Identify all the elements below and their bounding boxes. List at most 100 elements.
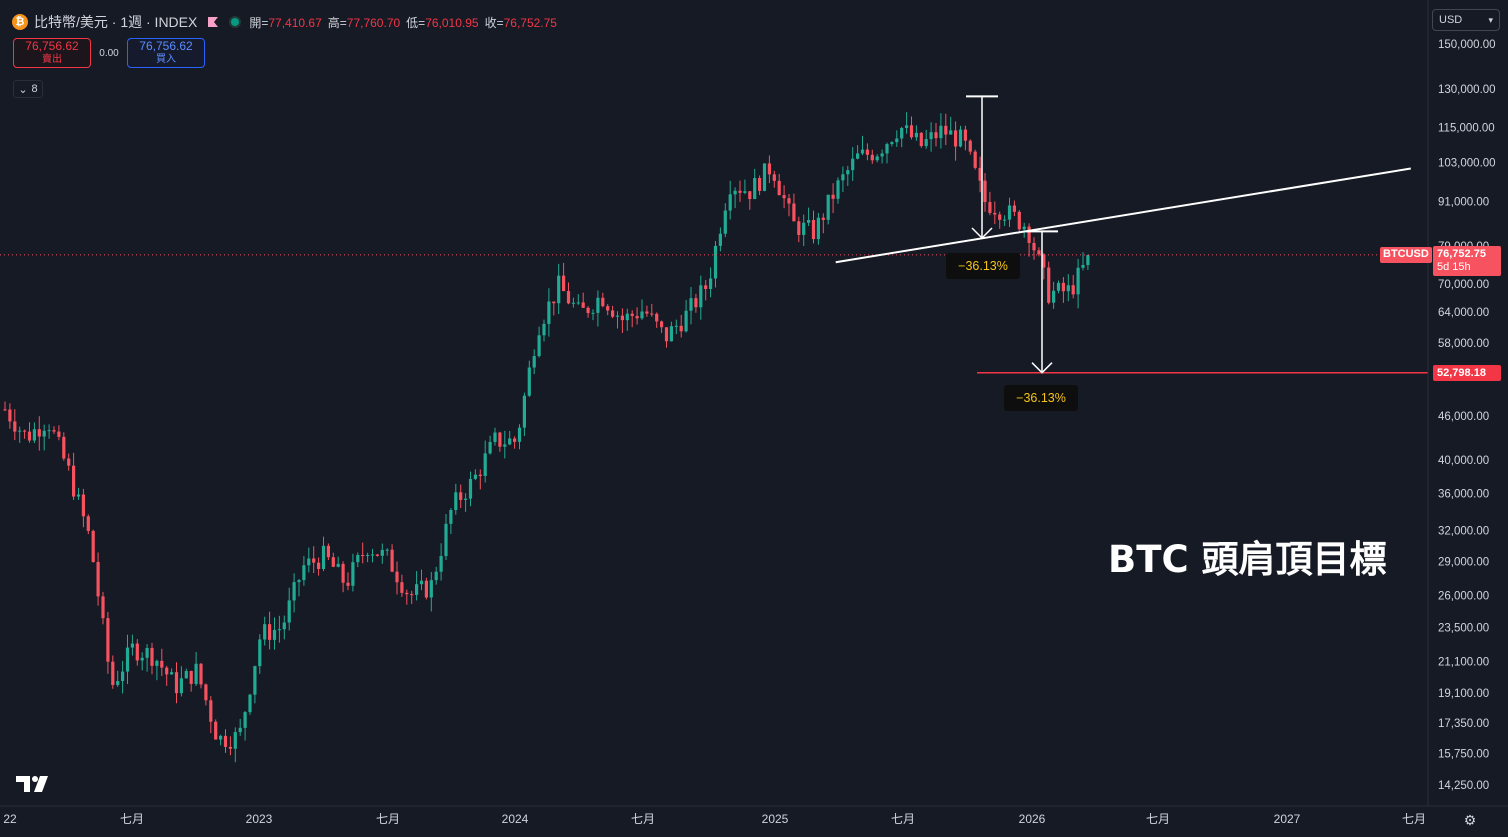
candle-body bbox=[62, 436, 66, 459]
candle-body bbox=[170, 672, 174, 675]
candle-body bbox=[424, 580, 428, 598]
candle-body bbox=[929, 132, 933, 140]
buy-button[interactable]: 76,756.62 買入 bbox=[127, 38, 205, 68]
time-tick-label: 七月 bbox=[120, 812, 144, 826]
candle-body bbox=[282, 622, 286, 630]
price-tick-label: 32,000.00 bbox=[1438, 525, 1489, 537]
candle-body bbox=[302, 565, 306, 581]
measure-label[interactable]: −36.13% bbox=[958, 259, 1008, 273]
candle-body bbox=[140, 657, 144, 661]
candle-body bbox=[508, 438, 512, 445]
candle-body bbox=[1012, 205, 1016, 212]
candle-body bbox=[1086, 255, 1090, 266]
candle-body bbox=[983, 180, 987, 203]
sell-button[interactable]: 76,756.62 賣出 bbox=[13, 38, 91, 68]
currency-label: USD bbox=[1439, 14, 1463, 26]
measure-drop-1[interactable]: −36.13% bbox=[946, 95, 1020, 279]
candle-body bbox=[390, 549, 394, 572]
price-tick-label: 36,000.00 bbox=[1438, 488, 1489, 500]
candle-body bbox=[748, 191, 752, 200]
candle-body bbox=[130, 643, 134, 648]
chart-settings-button[interactable]: ⚙ bbox=[1459, 809, 1481, 831]
symbol-title[interactable]: 比特幣/美元 · 1週 · INDEX bbox=[34, 14, 198, 30]
market-status-icon[interactable] bbox=[229, 16, 242, 28]
candle-body bbox=[787, 198, 791, 204]
candle-body bbox=[57, 431, 61, 437]
candle-body bbox=[361, 555, 365, 557]
bitcoin-icon[interactable]: ₿ bbox=[12, 14, 28, 30]
candle-body bbox=[1027, 226, 1031, 243]
candle-body bbox=[18, 430, 22, 432]
candle-body bbox=[615, 315, 620, 317]
price-tick-label: 130,000.00 bbox=[1438, 84, 1496, 96]
candle-body bbox=[336, 563, 340, 567]
spread-value: 0.00 bbox=[99, 47, 119, 59]
currency-select[interactable]: USD ▾ bbox=[1432, 9, 1500, 31]
candle-body bbox=[459, 492, 463, 500]
candle-body bbox=[23, 430, 27, 432]
tradingview-logo-icon[interactable] bbox=[16, 776, 50, 792]
candle-body bbox=[611, 310, 615, 317]
candle-body bbox=[258, 639, 262, 667]
measure-label-box bbox=[1004, 385, 1078, 411]
candle-body bbox=[243, 712, 247, 728]
candles-layer bbox=[3, 112, 1090, 763]
price-tick-label: 26,000.00 bbox=[1438, 591, 1489, 603]
candle-body bbox=[635, 315, 639, 319]
candle-body bbox=[488, 441, 492, 454]
candle-body bbox=[713, 245, 718, 279]
time-tick-label: 2025 bbox=[762, 812, 789, 826]
indicators-toggle-button[interactable]: ⌄ 8 bbox=[13, 80, 43, 98]
candle-body bbox=[993, 212, 997, 215]
candle-body bbox=[1032, 242, 1036, 251]
candle-body bbox=[498, 432, 502, 447]
candle-body bbox=[483, 453, 487, 477]
candle-body bbox=[189, 671, 193, 684]
time-tick-label: 七月 bbox=[891, 812, 915, 826]
annotation-hs-target[interactable]: BTC 頭肩頂目標 bbox=[1108, 538, 1386, 581]
candle-body bbox=[101, 596, 105, 619]
candle-body bbox=[743, 191, 747, 193]
candle-body bbox=[248, 694, 252, 713]
time-tick-label: 2027 bbox=[1274, 812, 1301, 826]
candle-body bbox=[988, 202, 992, 213]
candle-body bbox=[733, 190, 737, 195]
candle-body bbox=[375, 554, 379, 556]
candle-body bbox=[973, 151, 977, 168]
candle-body bbox=[797, 221, 801, 235]
candle-body bbox=[527, 367, 531, 396]
candle-body bbox=[1007, 205, 1012, 220]
time-tick-label: 2026 bbox=[1019, 812, 1046, 826]
measure-drop-2[interactable]: −36.13% bbox=[1004, 230, 1078, 411]
candle-body bbox=[890, 142, 894, 145]
time-axis[interactable]: 22 七月 2023 七月 2024 七月 2025 七月 2026 七月 2027 七月 bbox=[3, 812, 1426, 826]
candle-body bbox=[601, 297, 605, 307]
candle-body bbox=[341, 563, 345, 583]
measure-label[interactable]: −36.13% bbox=[1016, 391, 1066, 405]
drawings-layer[interactable]: −36.13% −36.13% bbox=[835, 95, 1428, 411]
candle-body bbox=[640, 311, 644, 319]
candle-body bbox=[777, 180, 781, 196]
candle-body bbox=[155, 660, 159, 666]
candle-body bbox=[586, 307, 590, 314]
candle-body bbox=[875, 156, 879, 161]
candle-body bbox=[542, 323, 546, 336]
candle-body bbox=[821, 217, 825, 220]
candle-body bbox=[772, 174, 776, 181]
candle-body bbox=[723, 210, 727, 234]
candle-body bbox=[468, 478, 473, 499]
candle-body bbox=[238, 727, 242, 733]
candle-body bbox=[728, 194, 732, 211]
symbol-legend: ₿ 比特幣/美元 · 1週 · INDEX 開=77,410.67 高=77,7… bbox=[12, 12, 563, 32]
price-tick-label: 29,000.00 bbox=[1438, 556, 1489, 568]
candle-body bbox=[13, 421, 17, 432]
price-tick-label: 91,000.00 bbox=[1438, 196, 1489, 208]
candle-body bbox=[870, 154, 874, 161]
buy-price: 76,756.62 bbox=[139, 39, 193, 53]
ohlc-open: 開=77,410.67 bbox=[249, 15, 322, 30]
flag-icon[interactable] bbox=[207, 16, 219, 28]
neckline-trendline[interactable] bbox=[835, 167, 1411, 264]
candle-body bbox=[272, 629, 277, 640]
